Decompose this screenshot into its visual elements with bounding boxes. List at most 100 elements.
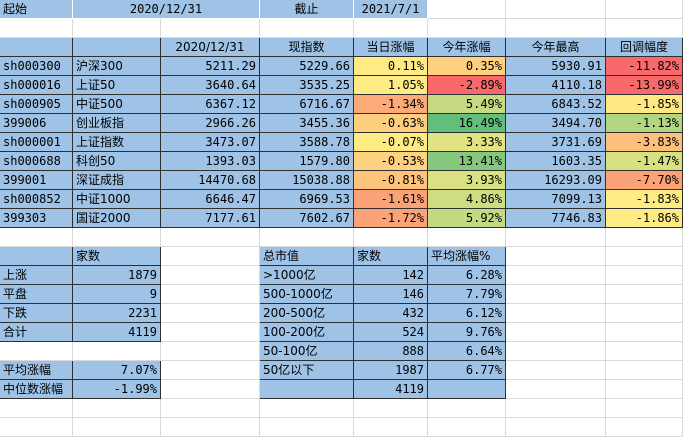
cap-count[interactable]: 142 — [354, 266, 428, 285]
cap-avg[interactable]: 6.12% — [428, 304, 506, 323]
ytd-change[interactable]: 13.41% — [428, 152, 506, 171]
ytd-high[interactable]: 7746.83 — [506, 209, 606, 228]
grid-cell[interactable] — [606, 304, 683, 323]
ytd-high[interactable]: 16293.09 — [506, 171, 606, 190]
grid-cell[interactable] — [354, 228, 428, 247]
breadth-value[interactable]: 2231 — [73, 304, 161, 323]
grid-cell[interactable] — [0, 19, 73, 38]
current-value[interactable]: 1579.80 — [260, 152, 354, 171]
grid-cell[interactable] — [428, 19, 506, 38]
cap-avg[interactable]: 7.79% — [428, 285, 506, 304]
pullback[interactable]: -3.83% — [606, 133, 683, 152]
grid-cell[interactable] — [506, 380, 606, 399]
index-name[interactable]: 中证1000 — [73, 190, 161, 209]
end-date[interactable]: 2021/7/1 — [354, 0, 428, 19]
cap-bucket[interactable]: 100-200亿 — [260, 323, 354, 342]
grid-cell[interactable] — [354, 399, 428, 418]
grid-cell[interactable] — [354, 19, 428, 38]
grid-cell[interactable] — [606, 228, 683, 247]
grid-cell[interactable] — [161, 247, 260, 266]
cap-total-avg-blank[interactable] — [428, 380, 506, 399]
pullback[interactable]: -1.83% — [606, 190, 683, 209]
grid-cell[interactable] — [161, 285, 260, 304]
breadth-label[interactable]: 上涨 — [0, 266, 73, 285]
index-code[interactable]: 399006 — [0, 114, 73, 133]
grid-cell[interactable] — [73, 19, 161, 38]
pullback[interactable]: -11.82% — [606, 57, 683, 76]
median-change-value[interactable]: -1.99% — [73, 380, 161, 399]
ytd-high[interactable]: 4110.18 — [506, 76, 606, 95]
grid-cell[interactable] — [506, 228, 606, 247]
start-value[interactable]: 7177.61 — [161, 209, 260, 228]
current-value[interactable]: 7602.67 — [260, 209, 354, 228]
grid-cell[interactable] — [428, 228, 506, 247]
grid-cell[interactable] — [606, 0, 683, 19]
current-value[interactable]: 3535.25 — [260, 76, 354, 95]
cap-avg[interactable]: 6.64% — [428, 342, 506, 361]
index-name[interactable]: 国证2000 — [73, 209, 161, 228]
pullback[interactable]: -13.99% — [606, 76, 683, 95]
grid-cell[interactable] — [606, 323, 683, 342]
ytd-high[interactable]: 6843.52 — [506, 95, 606, 114]
pullback[interactable]: -1.86% — [606, 209, 683, 228]
index-code[interactable]: sh000688 — [0, 152, 73, 171]
day-change[interactable]: 1.05% — [354, 76, 428, 95]
start-value[interactable]: 6367.12 — [161, 95, 260, 114]
ytd-high[interactable]: 7099.13 — [506, 190, 606, 209]
ytd-change[interactable]: 3.33% — [428, 133, 506, 152]
day-change[interactable]: -0.07% — [354, 133, 428, 152]
index-name[interactable]: 深证成指 — [73, 171, 161, 190]
grid-cell[interactable] — [260, 228, 354, 247]
grid-cell[interactable] — [606, 285, 683, 304]
cap-avg[interactable]: 6.77% — [428, 361, 506, 380]
grid-cell[interactable] — [506, 342, 606, 361]
breadth-label[interactable]: 平盘 — [0, 285, 73, 304]
pullback[interactable]: -1.13% — [606, 114, 683, 133]
grid-cell[interactable] — [73, 342, 161, 361]
end-label[interactable]: 截止 — [260, 0, 354, 19]
start-value[interactable]: 3640.64 — [161, 76, 260, 95]
start-value[interactable]: 6646.47 — [161, 190, 260, 209]
grid-cell[interactable] — [506, 0, 606, 19]
index-name[interactable]: 沪深300 — [73, 57, 161, 76]
cap-count[interactable]: 1987 — [354, 361, 428, 380]
grid-cell[interactable] — [0, 228, 73, 247]
day-change[interactable]: -0.63% — [354, 114, 428, 133]
grid-cell[interactable] — [606, 399, 683, 418]
grid-cell[interactable] — [260, 418, 354, 437]
index-name[interactable]: 科创50 — [73, 152, 161, 171]
main-header-3[interactable]: 现指数 — [260, 38, 354, 57]
day-change[interactable]: -0.53% — [354, 152, 428, 171]
pullback[interactable]: -1.47% — [606, 152, 683, 171]
day-change[interactable]: -1.34% — [354, 95, 428, 114]
cap-bucket[interactable]: >1000亿 — [260, 266, 354, 285]
grid-cell[interactable] — [606, 266, 683, 285]
main-header-6[interactable]: 今年最高 — [506, 38, 606, 57]
day-change[interactable]: 0.11% — [354, 57, 428, 76]
grid-cell[interactable] — [161, 399, 260, 418]
pullback[interactable]: -1.85% — [606, 95, 683, 114]
ytd-high[interactable]: 3494.70 — [506, 114, 606, 133]
index-name[interactable]: 创业板指 — [73, 114, 161, 133]
main-header-4[interactable]: 当日涨幅 — [354, 38, 428, 57]
ytd-change[interactable]: 3.93% — [428, 171, 506, 190]
grid-cell[interactable] — [161, 266, 260, 285]
index-code[interactable]: sh000905 — [0, 95, 73, 114]
index-code[interactable]: sh000300 — [0, 57, 73, 76]
grid-cell[interactable] — [260, 399, 354, 418]
grid-cell[interactable] — [506, 399, 606, 418]
grid-cell[interactable] — [0, 418, 73, 437]
grid-cell[interactable] — [606, 342, 683, 361]
cap-bucket[interactable]: 50-100亿 — [260, 342, 354, 361]
cap-count[interactable]: 146 — [354, 285, 428, 304]
cap-header-avg[interactable]: 平均涨幅% — [428, 247, 506, 266]
cap-total[interactable]: 4119 — [354, 380, 428, 399]
main-header-5[interactable]: 今年涨幅 — [428, 38, 506, 57]
grid-cell[interactable] — [606, 380, 683, 399]
grid-cell[interactable] — [506, 304, 606, 323]
breadth-value[interactable]: 9 — [73, 285, 161, 304]
index-code[interactable]: sh000852 — [0, 190, 73, 209]
cap-count[interactable]: 524 — [354, 323, 428, 342]
breadth-label[interactable]: 合计 — [0, 323, 73, 342]
